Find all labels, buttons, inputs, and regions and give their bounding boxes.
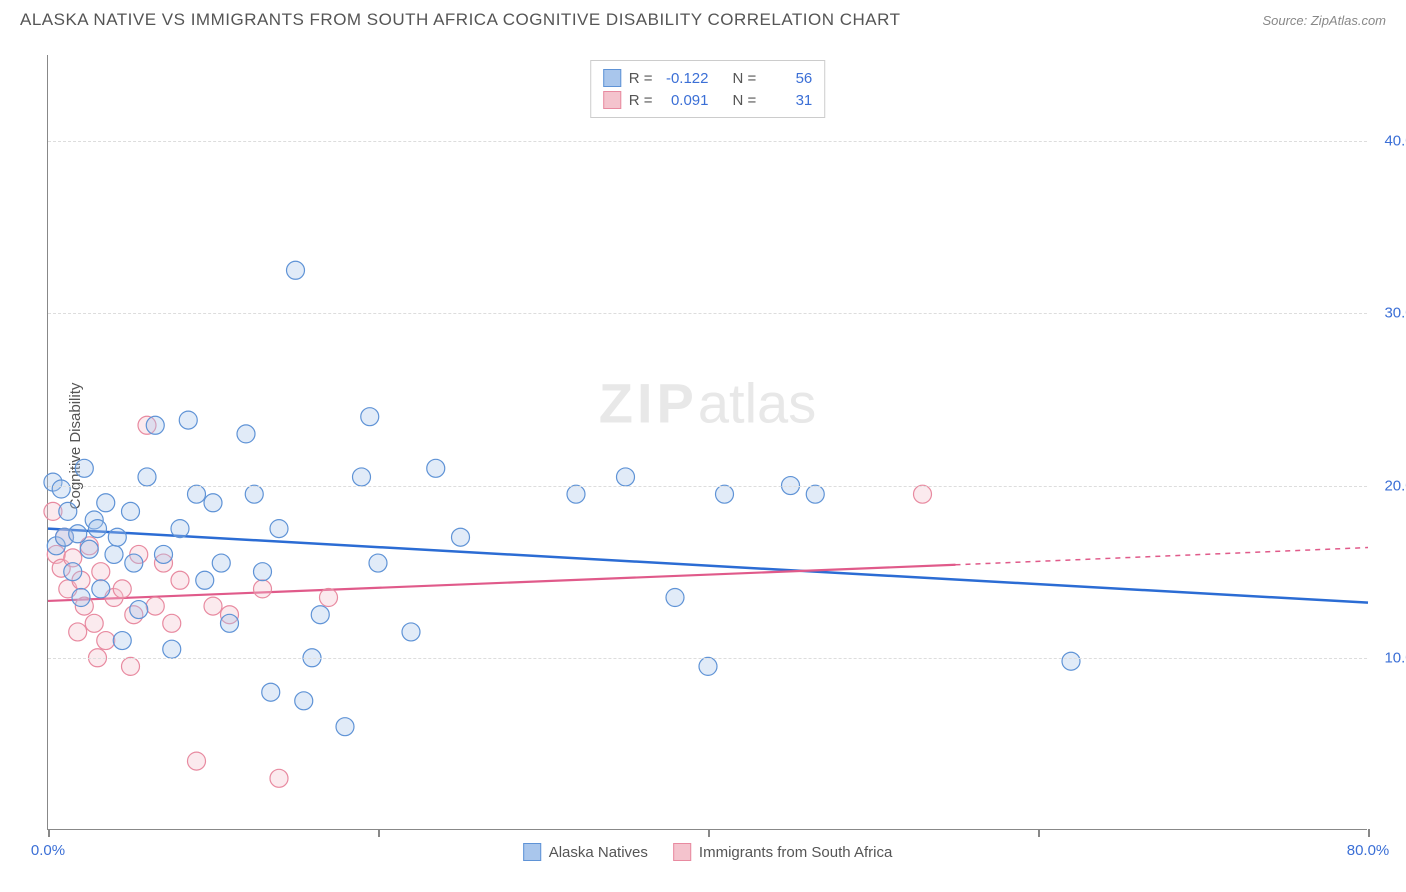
point-blue — [716, 485, 734, 503]
point-pink — [171, 571, 189, 589]
point-blue — [666, 589, 684, 607]
x-tick — [378, 829, 380, 837]
point-blue — [188, 485, 206, 503]
point-blue — [336, 718, 354, 736]
point-blue — [92, 580, 110, 598]
point-pink — [146, 597, 164, 615]
legend-item-pink: Immigrants from South Africa — [673, 843, 892, 861]
y-tick-label: 10.0% — [1384, 649, 1406, 666]
gridline — [48, 486, 1367, 487]
x-tick — [48, 829, 50, 837]
point-blue — [69, 525, 87, 543]
point-blue — [402, 623, 420, 641]
legend-swatch-blue — [523, 843, 541, 861]
point-blue — [138, 468, 156, 486]
x-tick-label: 80.0% — [1347, 842, 1390, 859]
y-tick-label: 40.0% — [1384, 133, 1406, 150]
point-blue — [204, 494, 222, 512]
point-pink — [204, 597, 222, 615]
point-blue — [212, 554, 230, 572]
point-pink — [92, 563, 110, 581]
point-blue — [97, 494, 115, 512]
legend-item-blue: Alaska Natives — [523, 843, 648, 861]
x-tick — [708, 829, 710, 837]
point-blue — [567, 485, 585, 503]
trendline-pink-dashed — [956, 548, 1369, 565]
point-blue — [270, 520, 288, 538]
stats-row-blue: R = -0.122 N = 56 — [603, 67, 813, 89]
point-blue — [245, 485, 263, 503]
point-pink — [122, 657, 140, 675]
x-tick — [1368, 829, 1370, 837]
point-blue — [163, 640, 181, 658]
x-tick-label: 0.0% — [31, 842, 65, 859]
point-blue — [221, 614, 239, 632]
point-blue — [155, 545, 173, 563]
point-blue — [237, 425, 255, 443]
correlation-stats-box: R = -0.122 N = 56 R = 0.091 N = 31 — [590, 60, 826, 118]
point-blue — [146, 416, 164, 434]
point-blue — [699, 657, 717, 675]
point-blue — [179, 411, 197, 429]
trendline-blue — [48, 529, 1368, 603]
point-pink — [113, 580, 131, 598]
point-blue — [196, 571, 214, 589]
point-blue — [105, 545, 123, 563]
gridline — [48, 141, 1367, 142]
point-blue — [353, 468, 371, 486]
scatter-svg — [48, 55, 1367, 829]
point-blue — [125, 554, 143, 572]
point-blue — [369, 554, 387, 572]
swatch-blue — [603, 69, 621, 87]
point-pink — [320, 589, 338, 607]
point-blue — [89, 520, 107, 538]
point-pink — [163, 614, 181, 632]
point-pink — [188, 752, 206, 770]
point-blue — [80, 540, 98, 558]
stats-row-pink: R = 0.091 N = 31 — [603, 89, 813, 111]
point-pink — [85, 614, 103, 632]
point-blue — [122, 502, 140, 520]
point-blue — [295, 692, 313, 710]
point-pink — [97, 632, 115, 650]
point-blue — [72, 589, 90, 607]
point-blue — [130, 601, 148, 619]
swatch-pink — [603, 91, 621, 109]
point-blue — [262, 683, 280, 701]
legend-label-pink: Immigrants from South Africa — [699, 844, 892, 861]
source-attribution: Source: ZipAtlas.com — [1262, 13, 1386, 28]
point-pink — [254, 580, 272, 598]
gridline — [48, 313, 1367, 314]
point-blue — [452, 528, 470, 546]
point-blue — [52, 480, 70, 498]
point-blue — [806, 485, 824, 503]
point-pink — [914, 485, 932, 503]
x-tick — [1038, 829, 1040, 837]
point-blue — [1062, 652, 1080, 670]
point-blue — [113, 632, 131, 650]
point-blue — [361, 408, 379, 426]
point-blue — [617, 468, 635, 486]
point-blue — [171, 520, 189, 538]
gridline — [48, 658, 1367, 659]
legend-label-blue: Alaska Natives — [549, 844, 648, 861]
point-pink — [270, 769, 288, 787]
chart-title: ALASKA NATIVE VS IMMIGRANTS FROM SOUTH A… — [20, 10, 901, 30]
y-tick-label: 30.0% — [1384, 305, 1406, 322]
chart-plot-area: ZIPatlas R = -0.122 N = 56 R = 0.091 N =… — [47, 55, 1367, 830]
point-blue — [287, 261, 305, 279]
point-blue — [427, 459, 445, 477]
point-blue — [75, 459, 93, 477]
point-blue — [64, 563, 82, 581]
point-pink — [69, 623, 87, 641]
y-tick-label: 20.0% — [1384, 477, 1406, 494]
point-blue — [59, 502, 77, 520]
point-blue — [254, 563, 272, 581]
bottom-legend: Alaska Natives Immigrants from South Afr… — [523, 843, 893, 861]
legend-swatch-pink — [673, 843, 691, 861]
point-blue — [311, 606, 329, 624]
point-blue — [108, 528, 126, 546]
